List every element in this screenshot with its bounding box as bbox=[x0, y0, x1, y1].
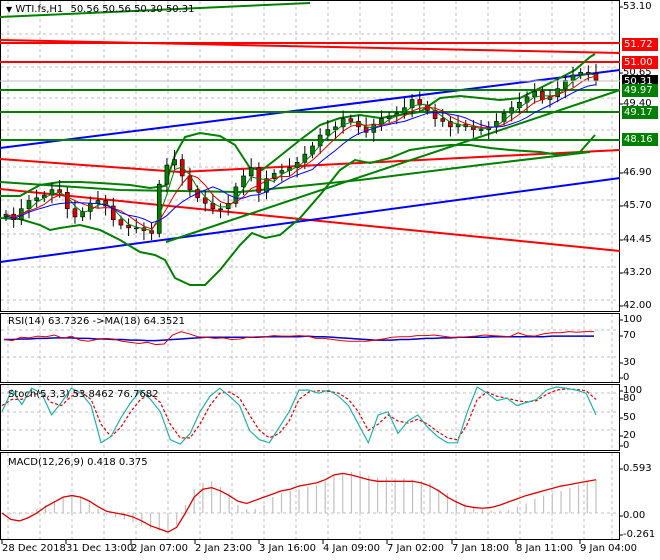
price-tag-51.00: 51.00 bbox=[622, 56, 658, 69]
macd-axis-label: 0.593 bbox=[623, 463, 652, 474]
time-axis-label: 2 Jan 23:00 bbox=[195, 543, 252, 554]
price-axis-label: 53.10 bbox=[623, 1, 652, 12]
price-tag-48.16: 48.16 bbox=[622, 133, 658, 146]
stoch-main-line bbox=[1, 386, 597, 445]
channel-upper-blue bbox=[0, 69, 621, 149]
stoch-signal-line bbox=[1, 388, 597, 441]
rsi-axis-label: 0 bbox=[623, 372, 630, 383]
price-axis-label: 43.20 bbox=[623, 267, 652, 278]
price-tag-49.17: 49.17 bbox=[622, 106, 658, 119]
trendline-green-rising bbox=[165, 89, 621, 243]
price-tag-51.72: 51.72 bbox=[622, 38, 658, 51]
macd-axis-label: -0.261 bbox=[623, 529, 656, 540]
symbol-title: WTI.fs,H1 bbox=[15, 4, 64, 15]
chart-title[interactable]: ▼ WTI.fs,H1 50.56 50.56 50.30 50.31 bbox=[6, 4, 195, 16]
time-axis-label: 28 Dec 2018 bbox=[2, 543, 66, 554]
price-axis-label: 50.65 bbox=[623, 67, 652, 78]
trendline-red-lower bbox=[0, 149, 621, 174]
rsi-panel-border bbox=[0, 313, 620, 383]
rsi-lines bbox=[3, 331, 594, 346]
stoch-title: Stoch(5,3,3) 53.8462 76.7682 bbox=[8, 389, 159, 400]
time-axis-label: 9 Jan 04:00 bbox=[580, 543, 637, 554]
triangle-down-icon[interactable]: ▼ bbox=[6, 5, 13, 14]
stoch-axis-label: 50 bbox=[623, 412, 636, 423]
stoch-axis-label: 100 bbox=[623, 385, 643, 396]
trendline-green-top bbox=[0, 2, 311, 18]
time-axis-label: 3 Jan 16:00 bbox=[259, 543, 316, 554]
stoch-axis-label: 0 bbox=[623, 440, 630, 451]
bollinger-upper bbox=[0, 53, 596, 197]
main-panel-border bbox=[0, 0, 620, 312]
ma-slow bbox=[5, 84, 597, 224]
ma-fast bbox=[5, 73, 597, 232]
price-axis-label: 49.40 bbox=[623, 98, 652, 109]
macd-title: MACD(12,26,9) 0.418 0.375 bbox=[8, 457, 148, 468]
time-axis-label: 31 Dec 13:00 bbox=[66, 543, 134, 554]
rsi-axis-label: 70 bbox=[623, 330, 636, 341]
rsi-axis-label: 100 bbox=[623, 314, 643, 325]
stoch-lines bbox=[1, 386, 597, 445]
chart-grid bbox=[1, 1, 619, 539]
axis-ticks bbox=[1, 6, 623, 544]
time-axis-label: 2 Jan 07:00 bbox=[131, 543, 188, 554]
ma-medium bbox=[5, 75, 597, 230]
moving-averages-layer bbox=[5, 73, 597, 232]
price-axis-label: 42.00 bbox=[623, 300, 652, 311]
bollinger-lower bbox=[0, 134, 596, 286]
channel-lower-blue bbox=[0, 177, 621, 263]
trendline-red-descending bbox=[0, 39, 621, 54]
macd-signal-line bbox=[1, 472, 597, 533]
rsi-title: RSI(14) 63.7326 ->MA(18) 64.3521 bbox=[8, 316, 185, 327]
stoch-axis-label: 20 bbox=[623, 430, 636, 441]
price-tag-49.97: 49.97 bbox=[622, 84, 658, 97]
macd-panel-border bbox=[0, 452, 620, 540]
trendline-green-rising-2 bbox=[0, 151, 591, 194]
macd-axis-label: 0.00 bbox=[623, 510, 646, 521]
time-axis-label: 7 Jan 18:00 bbox=[452, 543, 509, 554]
price-axis-label: 44.45 bbox=[623, 234, 652, 245]
trendlines-layer bbox=[0, 2, 621, 286]
macd-layer bbox=[1, 471, 597, 533]
time-axis-label: 8 Jan 11:00 bbox=[516, 543, 573, 554]
rsi-axis-label: 30 bbox=[623, 357, 636, 368]
price-axis-label: 46.90 bbox=[623, 167, 652, 178]
time-axis-label: 7 Jan 02:00 bbox=[387, 543, 444, 554]
stoch-axis-label: 80 bbox=[623, 393, 636, 404]
ohlc-values: 50.56 50.56 50.30 50.31 bbox=[70, 4, 195, 15]
price-axis-label: 45.70 bbox=[623, 200, 652, 211]
rsi-line bbox=[3, 331, 594, 346]
time-axis-label: 4 Jan 09:00 bbox=[323, 543, 380, 554]
